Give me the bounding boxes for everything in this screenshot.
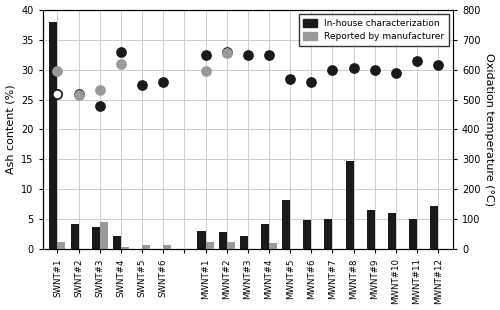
Point <box>308 79 316 84</box>
Bar <box>304 220 312 250</box>
Point <box>202 52 209 57</box>
Bar <box>346 161 354 250</box>
Bar <box>218 232 226 250</box>
Point <box>159 79 167 84</box>
Point <box>202 68 209 73</box>
Bar <box>240 236 248 250</box>
Bar <box>324 219 332 250</box>
Point <box>74 92 82 97</box>
Point <box>74 91 82 96</box>
Point <box>222 51 230 55</box>
Bar <box>388 213 396 250</box>
Point <box>54 69 62 73</box>
Bar <box>269 243 277 250</box>
Bar <box>282 200 290 250</box>
Bar <box>58 242 66 250</box>
Bar <box>226 242 234 250</box>
Bar <box>163 245 172 250</box>
Bar <box>206 241 214 250</box>
Point <box>413 58 421 63</box>
Bar <box>198 231 205 250</box>
Point <box>96 103 104 108</box>
Point <box>286 76 294 81</box>
Point <box>54 91 62 96</box>
Bar <box>409 219 417 250</box>
Bar <box>430 206 438 250</box>
Legend: In-house characterization, Reported by manufacturer: In-house characterization, Reported by m… <box>298 14 448 46</box>
Point <box>350 66 358 71</box>
Bar <box>70 224 78 250</box>
Point <box>434 63 442 68</box>
Point <box>371 67 379 72</box>
Bar <box>50 22 58 250</box>
Point <box>96 87 104 92</box>
Point <box>138 82 146 87</box>
Bar <box>121 247 129 250</box>
Point <box>117 61 125 66</box>
Bar <box>142 245 150 250</box>
Point <box>244 52 252 57</box>
Bar <box>366 210 375 250</box>
Bar <box>261 224 269 250</box>
Point <box>328 67 336 72</box>
Point <box>117 49 125 54</box>
Point <box>265 52 273 57</box>
Y-axis label: Ash content (%): Ash content (%) <box>6 85 16 174</box>
Point <box>392 70 400 75</box>
Bar <box>113 236 121 250</box>
Bar <box>100 222 108 250</box>
Point <box>222 49 230 54</box>
Y-axis label: Oxidation temperature (°C): Oxidation temperature (°C) <box>484 53 494 206</box>
Bar <box>92 227 100 250</box>
